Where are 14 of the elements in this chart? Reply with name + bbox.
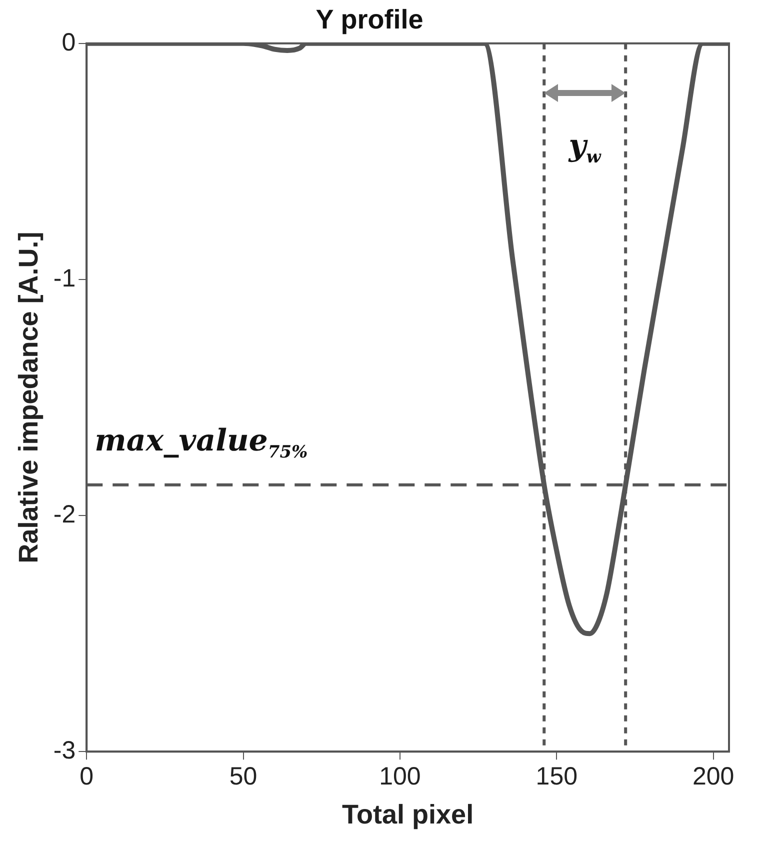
x-tick-label: 50 — [229, 762, 258, 790]
x-axis-title: Total pixel — [342, 799, 474, 830]
chart-title: Y profile — [316, 4, 424, 35]
x-tick-label: 150 — [536, 762, 578, 790]
y-axis-title: Ralative impedance [A.U.] — [14, 232, 44, 564]
y-tick-label: -1 — [53, 264, 76, 292]
y-tick-label: 0 — [62, 28, 76, 56]
y-tick-label: -3 — [53, 736, 76, 764]
x-tick-label: 200 — [692, 762, 734, 790]
x-tick-label: 100 — [379, 762, 421, 790]
annotation: y$_{w}$ — [568, 128, 601, 168]
ref-line-label: max_value$_{75%}$ — [94, 423, 308, 462]
x-tick-label: 0 — [80, 762, 94, 790]
y-tick-label: -2 — [53, 500, 76, 528]
